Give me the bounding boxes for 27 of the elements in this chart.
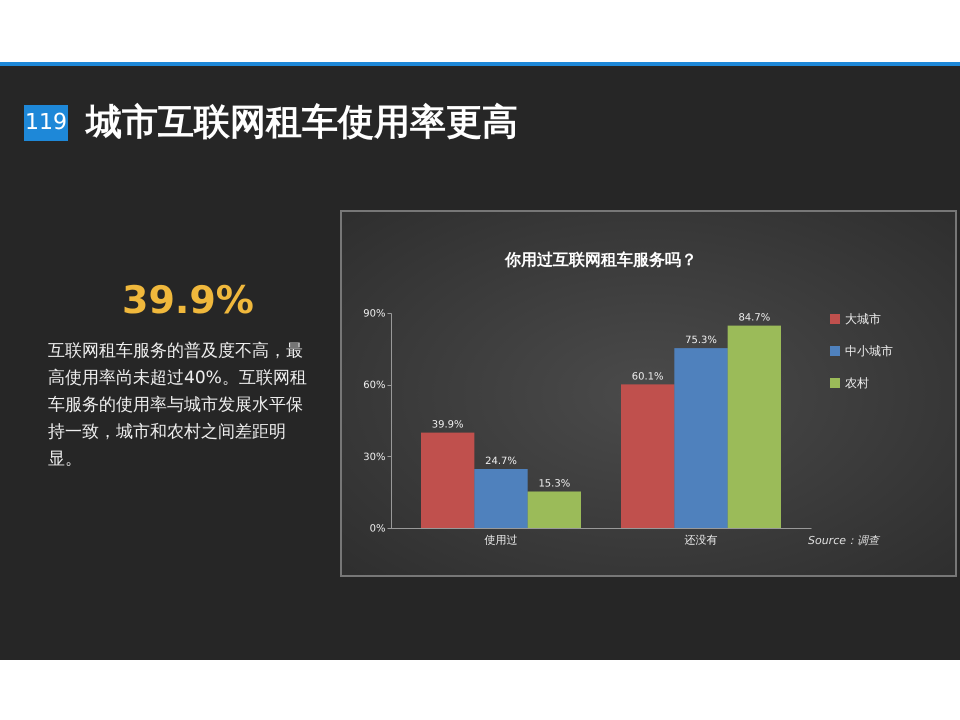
data-label: 39.9% — [432, 420, 464, 431]
y-tick-label: 30% — [363, 452, 386, 463]
text: 39.9% — [122, 278, 254, 322]
source-note: Source：调查 — [808, 533, 880, 548]
y-tick-label: 60% — [363, 380, 386, 392]
text: 互联网租车服务的普及度不高，最高使用率尚未超过40%。互联网租车服务的使用率与城市发展水平保持一致，城市和农村之间差距明显。 — [48, 340, 308, 471]
x-tick-label: 还没有 — [684, 534, 718, 546]
data-label: 15.3% — [538, 478, 570, 490]
bar — [421, 432, 474, 528]
text: 城市互联网租车使用率更高 — [86, 101, 518, 145]
data-label: 60.1% — [632, 371, 664, 382]
y-tick-label: 0% — [370, 524, 386, 534]
data-label: 24.7% — [485, 456, 517, 467]
chart-title: 你用过互联网租车服务吗？ — [504, 250, 697, 269]
legend-label: 大城市 — [845, 312, 881, 326]
data-label: 75.3% — [685, 335, 717, 346]
x-tick-label: 使用过 — [484, 534, 518, 546]
text: 119 — [24, 105, 68, 141]
bar — [621, 384, 674, 528]
data-label: 84.7% — [738, 312, 770, 324]
bar — [528, 491, 581, 528]
bar — [728, 326, 781, 528]
bar — [474, 468, 528, 528]
legend-label: 农村 — [845, 376, 869, 390]
y-tick-label: 90% — [363, 308, 386, 320]
bar — [674, 348, 728, 528]
legend-label: 中小城市 — [845, 344, 893, 358]
